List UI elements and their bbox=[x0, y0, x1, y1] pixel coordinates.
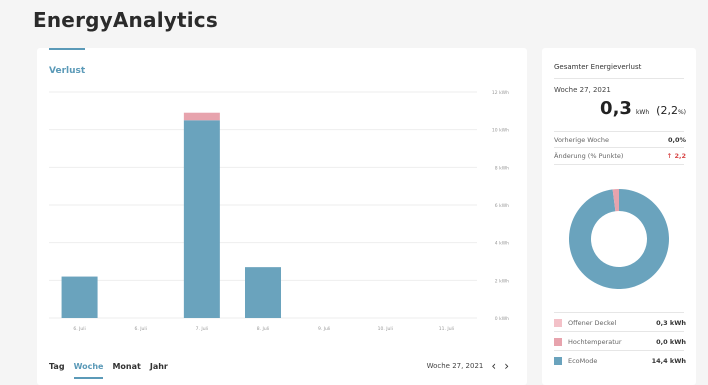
y-tick-label: 0 kWh bbox=[495, 316, 509, 322]
x-tick-label: 6. Juli bbox=[135, 326, 147, 332]
legend-value: 14,4 kWh bbox=[651, 357, 686, 365]
bar-ecomode[interactable] bbox=[245, 267, 281, 318]
period-tab-monat[interactable]: Monat bbox=[112, 362, 141, 371]
chevron-left-icon[interactable]: ‹ bbox=[491, 359, 497, 373]
x-tick-label: 10. Juli bbox=[378, 326, 393, 332]
y-tick-label: 10 kWh bbox=[492, 128, 509, 134]
legend-item-hochtemperatur: Hochtemperatur 0,0 kWh bbox=[554, 338, 686, 346]
donut-slice-hochtemperatur[interactable] bbox=[612, 189, 619, 212]
divider bbox=[554, 164, 684, 165]
x-tick-label: 9. Juli bbox=[318, 326, 330, 332]
stat-value: 0,0% bbox=[667, 136, 686, 144]
x-tick-label: 11. Juli bbox=[439, 326, 454, 332]
bar-ecomode[interactable] bbox=[61, 276, 98, 318]
loss-donut-chart bbox=[569, 189, 669, 289]
bar-ecomode[interactable] bbox=[183, 120, 220, 318]
y-tick-label: 4 kWh bbox=[495, 241, 509, 247]
y-tick-label: 6 kWh bbox=[495, 203, 509, 209]
tab-indicator bbox=[49, 48, 85, 50]
bar-hochtemperatur[interactable] bbox=[183, 112, 220, 121]
period-tabs: Tag Woche Monat Jahr bbox=[49, 362, 168, 379]
divider bbox=[554, 147, 684, 148]
loss-chart-card: Verlust 0 kWh 2 kWh 4 kWh 6 kWh 8 kWh 10 kWh 1… bbox=[37, 48, 527, 385]
total-percent: (2,2%) bbox=[656, 104, 686, 117]
period-tab-jahr[interactable]: Jahr bbox=[149, 362, 168, 371]
y-tick-label: 12 kWh bbox=[492, 90, 509, 96]
legend-swatch bbox=[554, 338, 562, 346]
legend-label: Offener Deckel bbox=[568, 319, 617, 327]
period-tab-tag[interactable]: Tag bbox=[49, 362, 65, 371]
summary-title: Gesamter Energieverlust bbox=[554, 63, 642, 71]
x-tick-label: 8. Juli bbox=[257, 326, 269, 332]
legend-item-ecomode: EcoMode 14,4 kWh bbox=[554, 357, 686, 365]
total-pct-unit: %) bbox=[677, 109, 686, 116]
x-tick-label: 7. Juli bbox=[196, 326, 208, 332]
period-tab-woche[interactable]: Woche bbox=[73, 362, 104, 379]
y-tick-label: 8 kWh bbox=[495, 165, 509, 171]
legend-label: Hochtemperatur bbox=[568, 338, 622, 346]
y-tick-label: 2 kWh bbox=[495, 278, 509, 284]
total-loss-value: 0,3 kWh (2,2%) bbox=[600, 98, 686, 119]
stat-label: Änderung (% Punkte) bbox=[554, 152, 624, 160]
divider bbox=[554, 331, 684, 332]
x-tick-label: 6. Juli bbox=[73, 326, 85, 332]
divider bbox=[554, 312, 684, 313]
total-value: 0,3 bbox=[600, 98, 632, 119]
divider bbox=[554, 78, 684, 79]
app-title: EnergyAnalytics bbox=[33, 8, 218, 32]
total-unit: kWh bbox=[635, 109, 650, 116]
stat-label: Vorherige Woche bbox=[554, 136, 609, 144]
stat-change-value: ↑ 2,2 bbox=[666, 152, 686, 160]
chevron-right-icon[interactable]: › bbox=[504, 359, 509, 373]
stat-row-previous-week: Vorherige Woche 0,0% bbox=[554, 136, 686, 144]
stat-row-change: Änderung (% Punkte) ↑ 2,2 bbox=[554, 152, 686, 160]
loss-bar-chart: 0 kWh 2 kWh 4 kWh 6 kWh 8 kWh 10 kWh 12 kWh 6. … bbox=[49, 90, 509, 332]
legend-label: EcoMode bbox=[568, 357, 598, 365]
summary-week-label: Woche 27, 2021 bbox=[554, 86, 611, 94]
week-label: Woche 27, 2021 bbox=[426, 362, 484, 370]
total-pct-num: (2,2 bbox=[656, 104, 678, 117]
legend-swatch bbox=[554, 357, 562, 365]
summary-card: Gesamter Energieverlust Woche 27, 2021 0… bbox=[542, 48, 696, 385]
week-navigator: Woche 27, 2021 ‹ › bbox=[426, 359, 509, 373]
legend-swatch bbox=[554, 319, 562, 327]
divider bbox=[554, 350, 684, 351]
tab-verlust[interactable]: Verlust bbox=[49, 66, 86, 76]
donut-slice-ecomode[interactable] bbox=[569, 189, 669, 289]
legend-value: 0,0 kWh bbox=[656, 338, 686, 346]
divider bbox=[554, 131, 684, 132]
legend-value: 0,3 kWh bbox=[656, 319, 686, 327]
legend-item-offener-deckel: Offener Deckel 0,3 kWh bbox=[554, 319, 686, 327]
